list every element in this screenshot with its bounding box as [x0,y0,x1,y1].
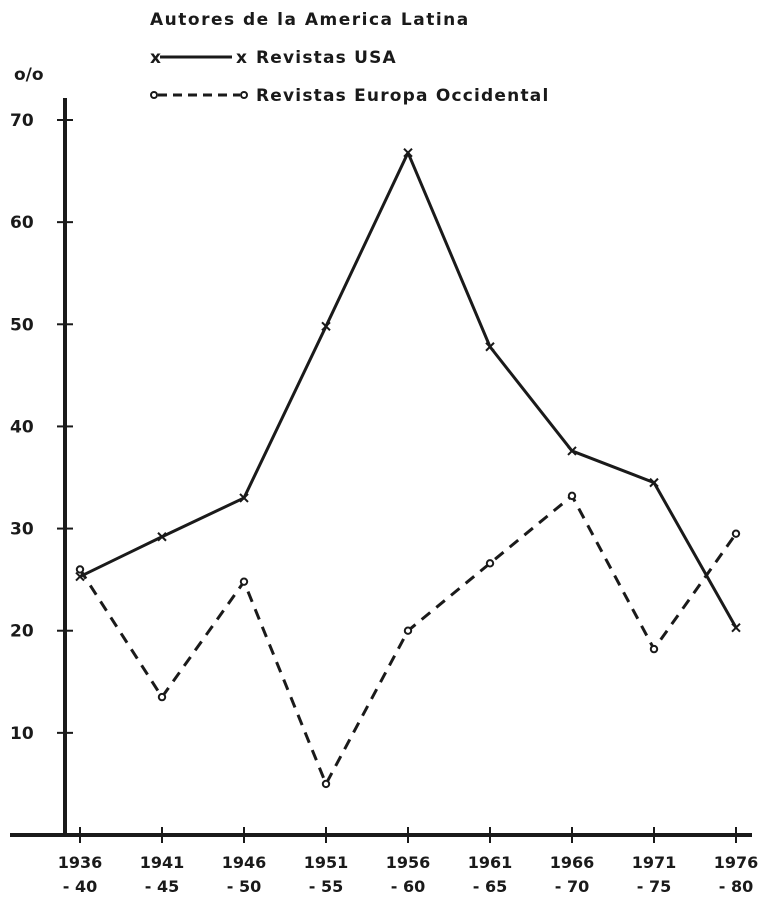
data-point-x [321,321,331,332]
x-tick-label-top: 1936 [58,853,103,872]
x-tick-label-top: 1946 [222,853,267,872]
x-tick-label-bottom: - 50 [227,877,261,896]
data-point-x [567,446,577,456]
legend-marker-usa-end: x [236,48,248,68]
y-tick-label: 40 [10,417,34,437]
data-point-x [239,493,249,503]
x-tick-label-bottom: - 65 [473,877,507,896]
y-tick-label: 10 [10,724,34,744]
data-point-o [239,577,249,586]
series [75,147,741,789]
y-tick-label: 50 [10,315,34,335]
y-axis-label: o/o [14,65,44,85]
data-point-o [731,529,741,538]
y-ticks: 10 20 30 40 50 60 70 [10,111,73,744]
x-tick-label-bottom: - 70 [555,877,589,896]
y-tick-label: 30 [10,520,34,540]
data-point-x [649,477,659,488]
x-tick-label-top: 1951 [304,853,349,872]
x-tick-label-top: 1941 [140,853,185,872]
data-point-o [649,644,659,654]
data-point-x [403,147,413,158]
y-tick-label: 60 [10,213,34,233]
x-tick-label-top: 1956 [386,853,431,872]
data-point-o [321,779,331,789]
data-point-o [75,565,85,574]
x-tick-label-top: 1961 [468,853,513,872]
data-point-x [731,622,741,633]
legend-marker-europa-end [240,91,248,99]
axes [10,98,752,837]
chart-title: Autores de la America Latina [150,10,470,30]
data-point-o [403,626,413,635]
series-line-0 [79,151,738,629]
x-tick-label-bottom: - 40 [63,877,97,896]
legend: x x Revistas USA Revistas Europa Occiden… [150,48,549,106]
legend-label-europa: Revistas Europa Occidental [256,86,549,106]
x-ticks: 1936 - 40 1941 - 45 1946 - 50 1951 - 55 1956 - 60… [58,827,759,896]
x-tick-label-top: 1971 [632,853,677,872]
x-tick-label-bottom: - 80 [719,877,753,896]
x-tick-label-bottom: - 75 [637,877,671,896]
legend-label-usa: Revistas USA [256,48,397,68]
x-tick-label-top: 1966 [550,853,595,872]
data-point-x [157,532,167,542]
data-point-o [567,491,577,501]
x-tick-label-bottom: - 55 [309,877,343,896]
legend-marker-usa: x [150,48,162,68]
legend-marker-europa-start [150,91,158,99]
x-tick-label-bottom: - 60 [391,877,425,896]
data-point-x [485,342,495,352]
data-point-o [485,559,495,568]
series-line-1 [78,494,738,786]
x-tick-label-top: 1976 [714,853,759,872]
y-tick-label: 70 [10,111,34,131]
x-tick-label-bottom: - 45 [145,877,179,896]
data-point-o [157,692,167,702]
y-tick-label: 20 [10,622,34,642]
